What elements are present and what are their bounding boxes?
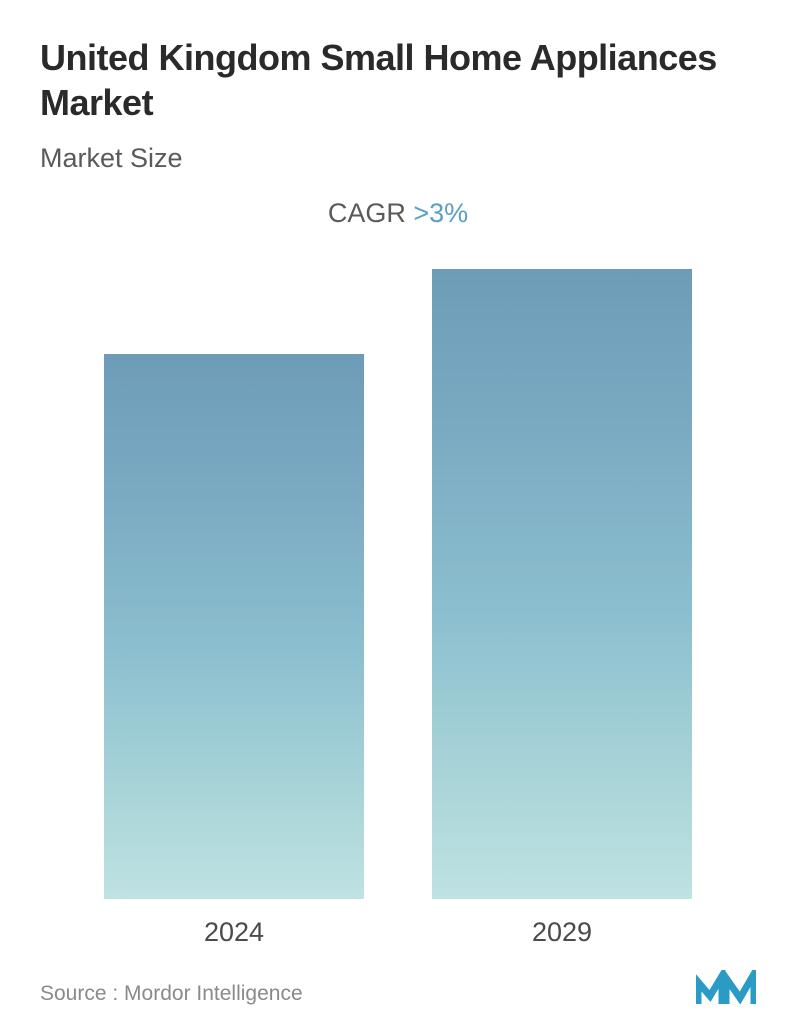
- bar-group: [104, 354, 364, 899]
- footer: Source : Mordor Intelligence: [40, 970, 756, 1006]
- bar-group: [432, 269, 692, 899]
- cagr-label: CAGR: [328, 198, 414, 228]
- x-label: 2024: [104, 917, 364, 948]
- page-subtitle: Market Size: [40, 143, 756, 174]
- brand-logo-icon: [696, 970, 756, 1006]
- cagr-value: >3%: [413, 198, 468, 228]
- bar-2029: [432, 269, 692, 899]
- x-axis-labels: 2024 2029: [40, 899, 756, 948]
- bar-2024: [104, 354, 364, 899]
- source-attribution: Source : Mordor Intelligence: [40, 982, 303, 1006]
- cagr-indicator: CAGR >3%: [40, 198, 756, 229]
- page-title: United Kingdom Small Home Appliances Mar…: [40, 35, 756, 125]
- bar-chart: [40, 259, 756, 899]
- x-label: 2029: [432, 917, 692, 948]
